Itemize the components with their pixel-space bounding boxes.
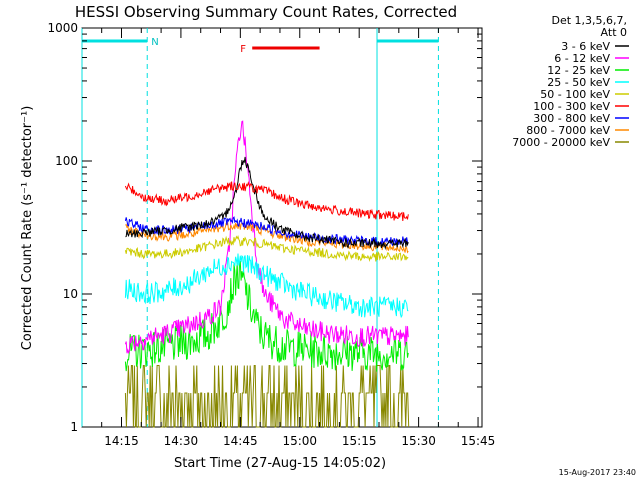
x-tick-label: 14:30 — [164, 434, 199, 448]
legend-label: 3 - 6 keV — [561, 40, 610, 53]
y-tick-label: 100 — [55, 154, 78, 168]
series-lines — [124, 120, 410, 428]
footer-timestamp: 15-Aug-2017 23:40 — [559, 468, 636, 477]
series-line-1 — [124, 120, 409, 355]
x-tick-label: 15:00 — [282, 434, 317, 448]
legend-label: 300 - 800 keV — [533, 112, 610, 125]
flare-label: F — [240, 44, 246, 55]
legend-label: 25 - 50 keV — [547, 76, 610, 89]
series-line-6 — [124, 216, 409, 247]
legend-label: 100 - 300 keV — [533, 100, 610, 113]
x-tick-label: 15:15 — [342, 434, 377, 448]
series-line-4 — [124, 235, 409, 262]
x-tick-label: 15:30 — [401, 434, 436, 448]
legend-label: 6 - 12 keV — [554, 52, 610, 65]
night-label: N — [151, 37, 158, 48]
chart-title: HESSI Observing Summary Count Rates, Cor… — [75, 3, 457, 21]
flare-interval: F — [240, 44, 320, 55]
x-axis-ticks: 14:15 14:30 14:45 15:00 15:15 15:30 15:45 — [101, 28, 496, 448]
legend-header-line-1: Det 1,3,5,6,7, — [551, 14, 627, 27]
y-tick-label: 10 — [63, 287, 78, 301]
legend-header-line-2: Att 0 — [601, 26, 627, 39]
legend-label: 7000 - 20000 keV — [512, 136, 610, 149]
legend-label: 800 - 7000 keV — [526, 124, 610, 137]
series-line-3 — [124, 253, 409, 319]
y-tick-label: 1000 — [47, 21, 78, 35]
series-line-2 — [124, 260, 409, 372]
x-tick-label: 14:45 — [223, 434, 258, 448]
y-tick-label: 1 — [70, 420, 78, 434]
legend-label: 12 - 25 keV — [547, 64, 610, 77]
y-axis-ticks: 1 10 100 1000 — [47, 21, 482, 434]
series-line-8 — [124, 365, 410, 428]
x-tick-label: 14:15 — [104, 434, 139, 448]
x-tick-label: 15:45 — [461, 434, 496, 448]
series-line-5 — [124, 181, 409, 221]
y-axis-label: Corrected Count Rate (s⁻¹ detector⁻¹) — [20, 106, 35, 351]
series-line-0 — [125, 156, 409, 250]
plot-area: N F 14:15 14:30 14:45 15:00 15:15 15:30 15:45 … — [47, 21, 495, 448]
x-axis-label: Start Time (27-Aug-15 14:05:02) — [174, 456, 386, 471]
legend-label: 50 - 100 keV — [540, 88, 610, 101]
